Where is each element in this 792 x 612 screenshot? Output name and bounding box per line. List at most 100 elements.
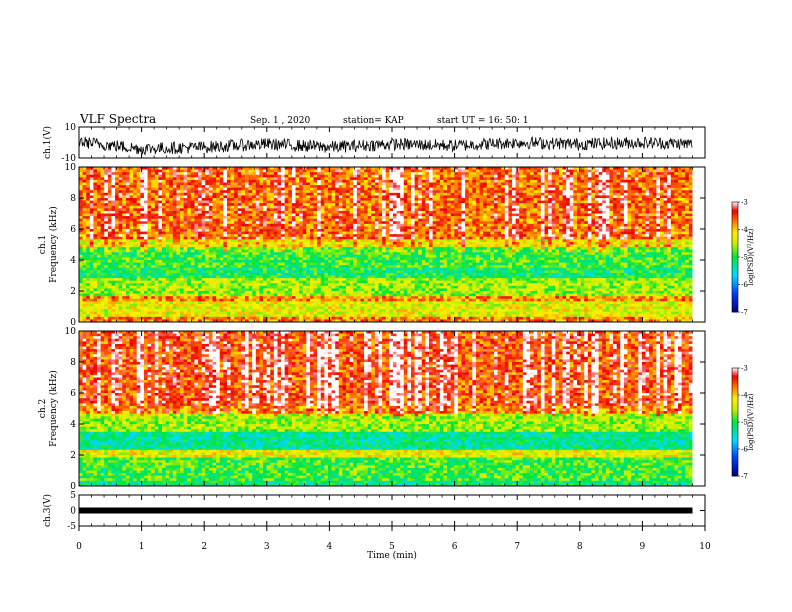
ch1-colorbar-tick: -4: [741, 226, 748, 234]
ch1-colorbar-swatch: [732, 213, 738, 216]
y-tick-label: -5: [67, 522, 76, 532]
ch2-colorbar-swatch: [732, 422, 738, 425]
ch1-colorbar-swatch: [732, 247, 738, 251]
ch1-colorbar-swatch: [732, 266, 738, 269]
ch2-colorbar-swatch: [732, 411, 738, 414]
ch2-colorbar-swatch: [732, 393, 738, 396]
x-tick-label: 5: [389, 542, 395, 552]
ch2-colorbar-swatch: [732, 425, 738, 428]
ch2-colorbar-swatch: [732, 447, 738, 450]
ch2-colorbar-swatch: [732, 440, 738, 443]
y-tick-label: 2: [70, 451, 76, 461]
ch1-colorbar-swatch: [732, 214, 738, 218]
ch2-colorbar-swatch: [732, 454, 738, 457]
x-tick-label: 2: [201, 542, 207, 552]
ch1-colorbar-swatch: [732, 207, 738, 210]
ch1-colorbar-swatch: [732, 249, 738, 252]
ch2-colorbar-swatch: [732, 413, 738, 416]
ch2-colorbar-swatch: [732, 420, 738, 423]
ch2-colorbar-swatch: [732, 384, 738, 387]
x-tick-label: 9: [640, 542, 646, 552]
date-label: Sep. 1 , 2020: [250, 116, 310, 126]
y-tick-label: 6: [70, 225, 76, 235]
ch2-colorbar-tick: -5: [741, 419, 748, 427]
ch1-colorbar-swatch: [732, 251, 738, 254]
ch1-colorbar-swatch: [732, 218, 738, 221]
ch2-colorbar-swatch: [732, 369, 738, 372]
ch1-colorbar-swatch: [732, 269, 738, 273]
y-tick-label: 4: [70, 256, 76, 266]
y-tick-label: 0: [70, 507, 76, 517]
ch2-colorbar-swatch: [732, 474, 738, 477]
ch2-colorbar-swatch: [732, 373, 738, 376]
x-tick-label: 10: [699, 542, 711, 552]
ch2-colorbar-swatch: [732, 465, 738, 468]
ch1-colorbar-swatch: [732, 220, 738, 223]
ch2-colorbar-swatch: [732, 407, 738, 410]
x-tick-label: 4: [327, 542, 333, 552]
ch1-colorbar-swatch: [732, 227, 738, 230]
y-tick-label: 8: [70, 194, 76, 204]
ch1-colorbar-swatch: [732, 240, 738, 243]
ch1-colorbar-swatch: [732, 233, 738, 236]
ch1-colorbar-swatch: [732, 304, 738, 307]
ch1-colorbar-swatch: [732, 297, 738, 300]
ch1-colorbar-swatch: [732, 279, 738, 282]
x-tick-label: 7: [514, 542, 520, 552]
panel-frames: [78, 126, 706, 531]
ch1-colorbar-swatch: [732, 308, 738, 311]
ch1-colorbar-swatch: [732, 290, 738, 293]
ch1-colorbar-swatch: [732, 205, 738, 208]
ch1-colorbar-tick: -3: [741, 199, 748, 207]
ch2-colorbar-swatch: [732, 443, 738, 446]
ch2-colorbar-swatch: [732, 396, 738, 399]
ch2-colorbar-swatch: [732, 431, 738, 434]
ch1-colorbar-swatch: [732, 288, 738, 291]
ch1-colorbar-swatch: [732, 216, 738, 219]
x-tick-label: 8: [577, 542, 583, 552]
ch1-colorbar-swatch: [732, 280, 738, 284]
ch1-colorbar-swatch: [732, 262, 738, 265]
ch2-colorbar-swatch: [732, 387, 738, 390]
ch1-colorbar-swatch: [732, 275, 738, 278]
ch1-colorbar-swatch: [732, 238, 738, 241]
ch1-colorbar-swatch: [732, 302, 738, 306]
ch2-colorbar-swatch: [732, 391, 738, 394]
ch1-colorbar-swatch: [732, 244, 738, 247]
ch2-colorbar-swatch: [732, 378, 738, 381]
ch1-colorbar-swatch: [732, 277, 738, 280]
ch1-colorbar-swatch: [732, 253, 738, 256]
ch2-colorbar-swatch: [732, 398, 738, 401]
ch1-colorbar-swatch: [732, 306, 738, 309]
ch2-spectrogram: [79, 331, 705, 487]
y-tick-label: 10: [65, 123, 77, 133]
ch2-colorbar-tick: -7: [741, 473, 748, 481]
ch2-colorbar-swatch: [732, 459, 738, 462]
ch2-colorbar-swatch: [732, 432, 738, 435]
ch1-colorbar-swatch: [732, 284, 738, 287]
y-tick-label: 2: [70, 287, 76, 297]
ch2-colorbar-swatch: [732, 405, 738, 408]
ch1-colorbar-swatch: [732, 299, 738, 302]
ch2-colorbar-swatch: [732, 404, 738, 407]
ch2-colorbar-swatch: [732, 416, 738, 419]
ch1-colorbar-swatch: [732, 271, 738, 274]
x-tick-label: 6: [452, 542, 458, 552]
ch1-colorbar-tick: -6: [741, 281, 748, 289]
ch1-colorbar-swatch: [732, 268, 738, 271]
x-tick-label: 1: [139, 542, 145, 552]
ch2-colorbar-swatch: [732, 452, 738, 455]
ch1-colorbar-swatch: [732, 202, 738, 205]
ch2-colorbar-swatch: [732, 386, 738, 389]
ch2-colorbar-swatch: [732, 423, 738, 426]
x-tick-label: 0: [76, 542, 82, 552]
x-axis-label: Time (min): [367, 550, 417, 561]
station-label: station= KAP: [343, 116, 404, 126]
ch2-colorbar-swatch: [732, 382, 738, 385]
ch2-colorbar-swatch: [732, 458, 738, 461]
ch1-colorbar-swatch: [732, 229, 738, 232]
ch2-colorbar-swatch: [732, 409, 738, 412]
y-tick-label: 4: [70, 420, 76, 430]
ch1-colorbar-swatch: [732, 211, 738, 214]
